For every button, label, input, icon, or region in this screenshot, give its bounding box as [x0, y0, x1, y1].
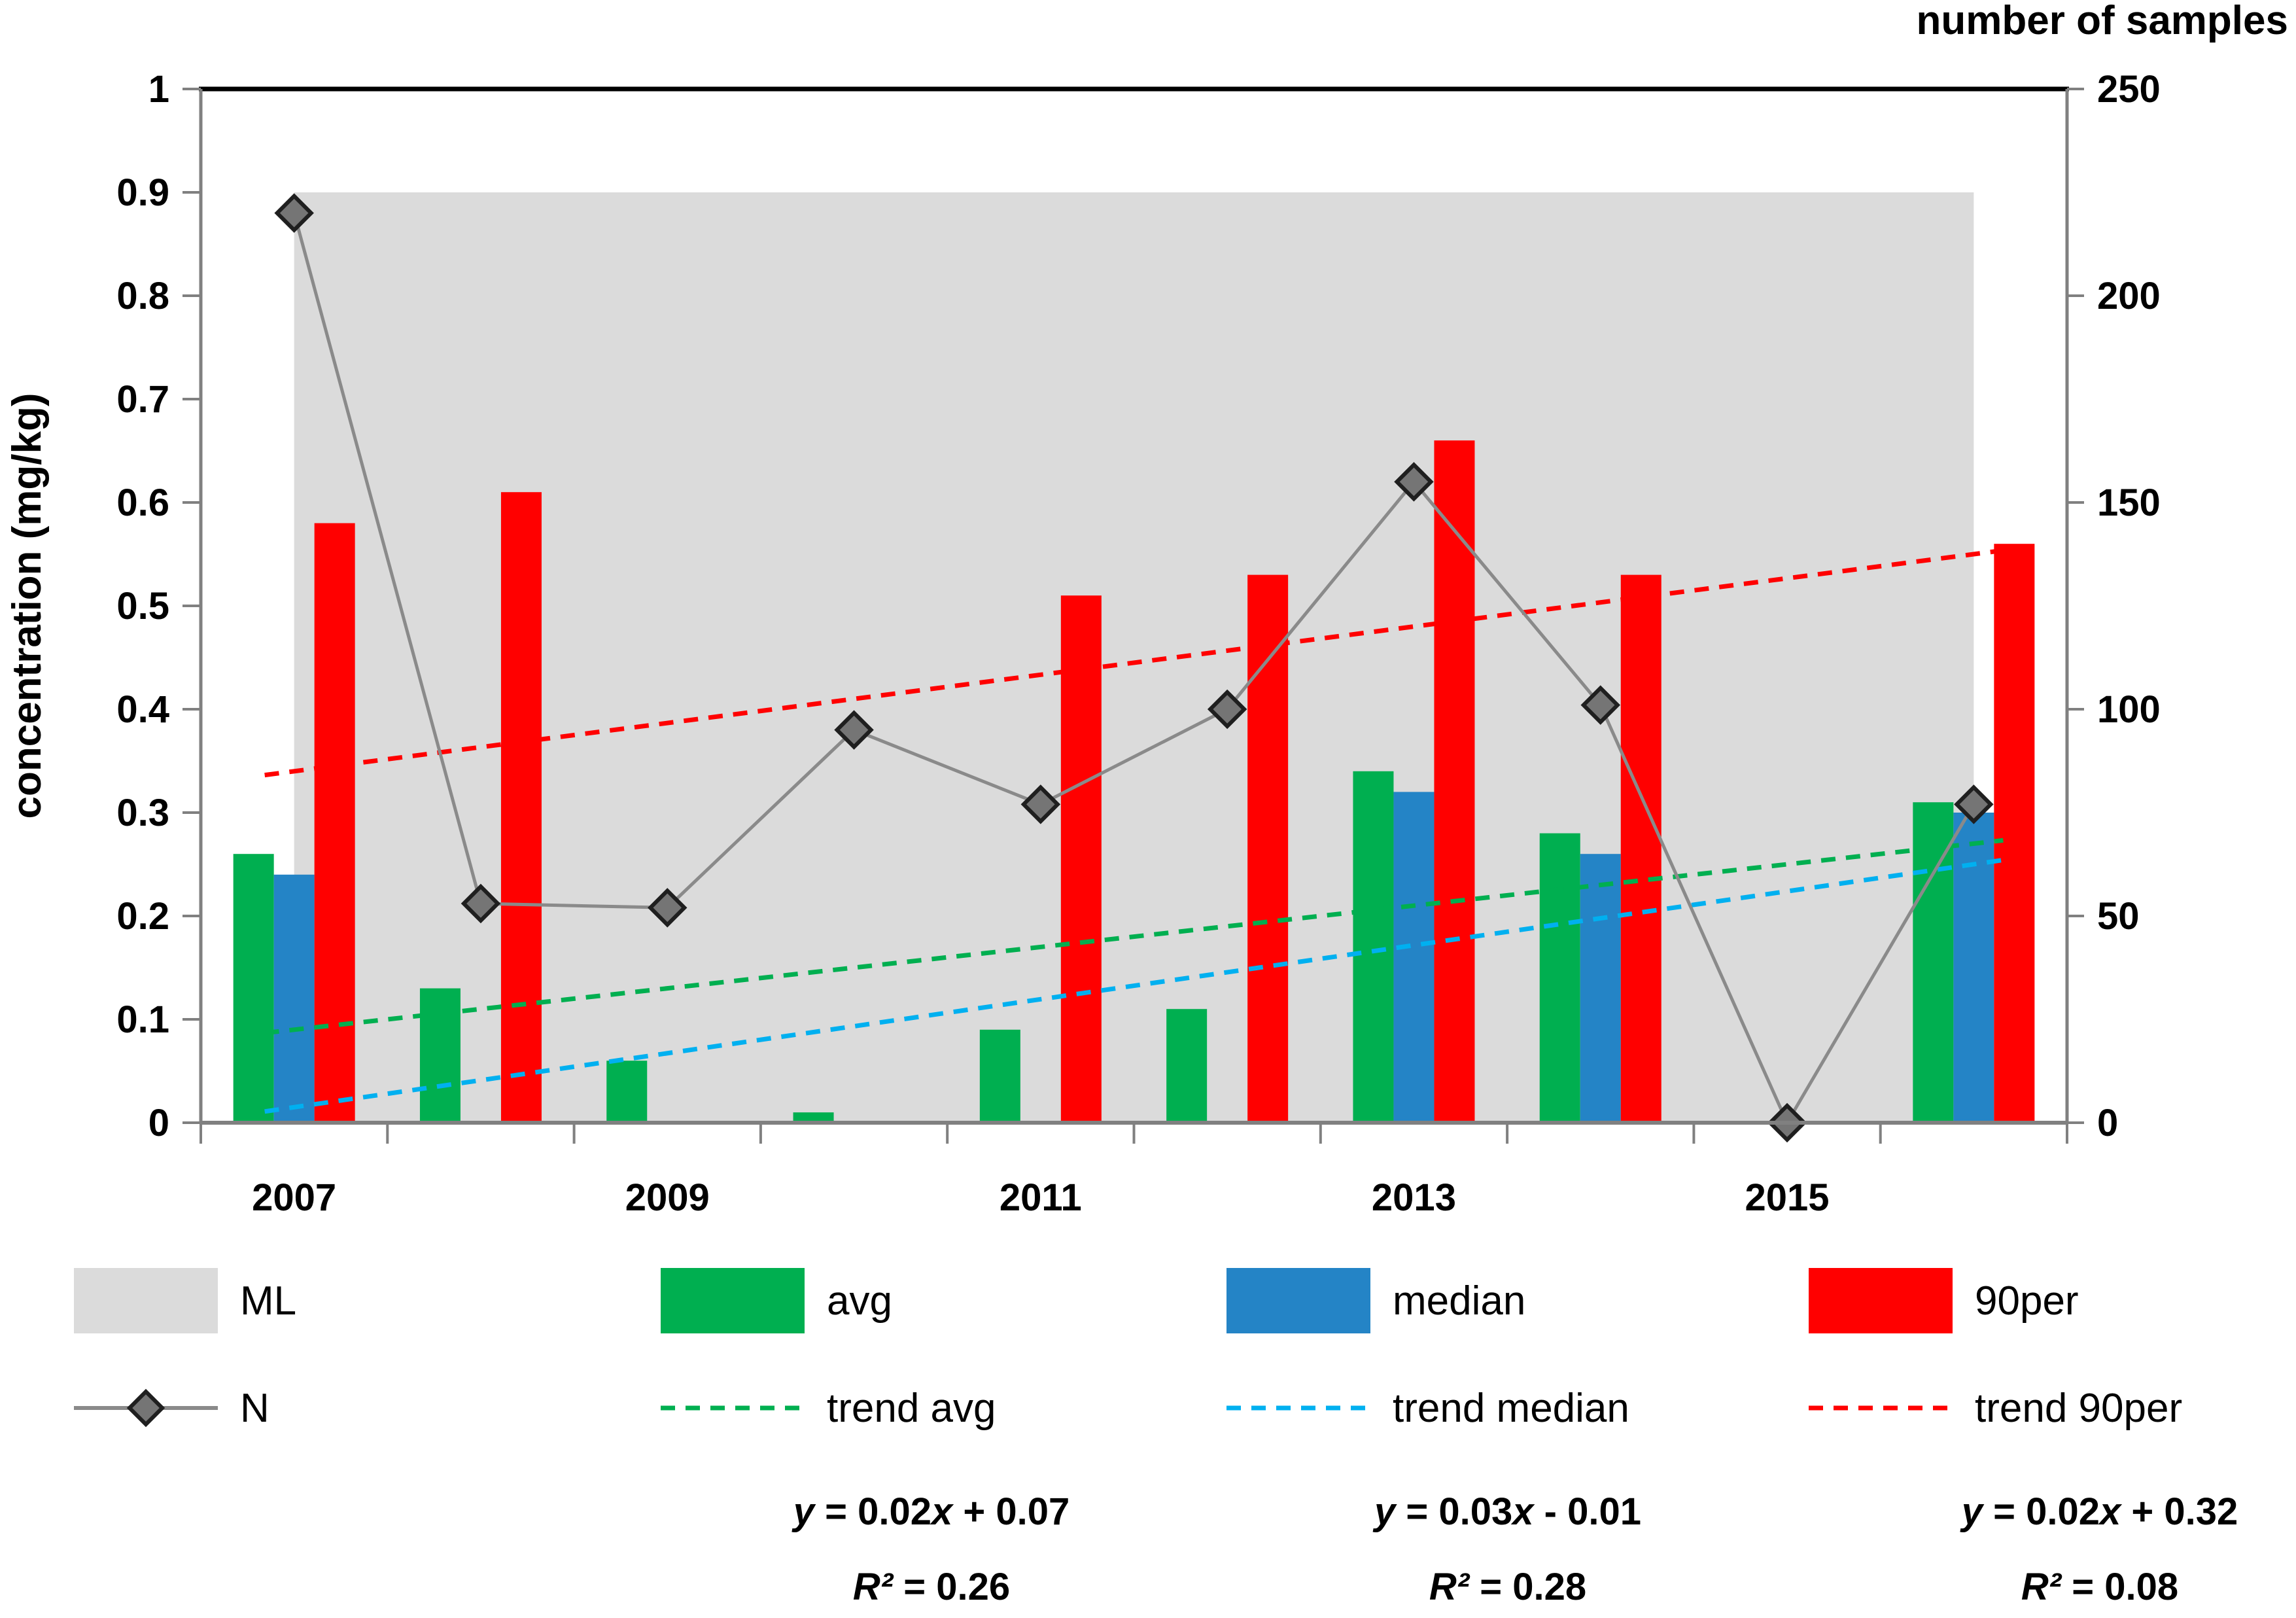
y-left-tick-label: 0.5: [116, 585, 169, 627]
x-tick-label: 2015: [1745, 1176, 1830, 1219]
trendline-trend-median: [264, 858, 2004, 1114]
bar-avg-2016: [1913, 802, 1954, 1123]
n-marker-2016: [1954, 784, 1994, 824]
trend-equation-2: y = 0.03x - 0.01: [1372, 1490, 1641, 1533]
y-left-tick-label: 0.8: [116, 275, 169, 317]
n-marker-2013: [1394, 462, 1434, 502]
bar-avg-2013: [1353, 771, 1394, 1123]
legend-label-trend-90per: trend 90per: [1975, 1386, 2182, 1431]
legend-swatch-avg: [661, 1268, 805, 1333]
y-left-tick-label: 0.3: [116, 792, 169, 834]
legend-swatch-90per: [1809, 1268, 1953, 1333]
y-left-tick-label: 0: [148, 1102, 169, 1144]
legend-swatch-median: [1226, 1268, 1370, 1333]
bar-avg-2011: [979, 1029, 1020, 1123]
legend-label-trend-avg: trend avg: [827, 1386, 996, 1431]
y-right-tick-label: 50: [2097, 895, 2140, 938]
legend-label-90per: 90per: [1975, 1278, 2079, 1324]
legend-label-N: N: [240, 1386, 270, 1431]
trend-equation-3: y = 0.02x + 0.32: [1960, 1490, 2238, 1533]
bar-90per-2011: [1060, 595, 1102, 1123]
y-left-tick-label: 0.1: [116, 998, 169, 1041]
x-tick-label: 2007: [252, 1176, 336, 1219]
trend-r2-2: R² = 0.28: [1429, 1566, 1586, 1608]
y-right-tick-label: 0: [2097, 1102, 2118, 1144]
legend-label-ML: ML: [240, 1278, 296, 1324]
legend-label-avg: avg: [827, 1278, 892, 1324]
trend-r2-3: R² = 0.08: [2021, 1566, 2178, 1608]
bar-90per-2013: [1434, 440, 1475, 1123]
y-right-tick-label: 150: [2097, 482, 2161, 524]
bar-median-2007: [273, 874, 315, 1123]
bar-90per-2016: [1994, 544, 2035, 1123]
ml-region: [294, 192, 1974, 1123]
y-left-tick-label: 0.6: [116, 482, 169, 524]
trend-r2-1: R² = 0.26: [853, 1566, 1010, 1608]
y-left-tick-label: 1: [148, 68, 169, 111]
n-marker-2011: [1020, 784, 1061, 824]
trendline-trend-avg: [264, 837, 2004, 1036]
bar-median-2016: [1953, 813, 1994, 1123]
bar-avg-2008: [419, 988, 461, 1123]
y-left-tick-label: 0.2: [116, 895, 169, 938]
bar-avg-2007: [233, 854, 274, 1123]
legend-label-trend-median: trend median: [1393, 1386, 1629, 1431]
n-marker-2008: [461, 883, 501, 924]
x-tick-label: 2011: [1000, 1176, 1082, 1219]
bar-avg-2014: [1539, 833, 1580, 1123]
bar-90per-2012: [1247, 574, 1289, 1123]
bar-avg-2010: [793, 1112, 834, 1123]
bar-median-2013: [1393, 792, 1435, 1123]
legend-swatch-N-diamond: [126, 1388, 165, 1428]
trendline-trend-90per: [264, 548, 2004, 778]
trend-equation-1: y = 0.02x + 0.07: [791, 1490, 1070, 1533]
y-right-axis-title: number of samples: [1917, 0, 2288, 43]
bar-90per-2014: [1620, 574, 1661, 1123]
n-line: [292, 212, 1975, 1127]
y-right-tick-label: 250: [2097, 68, 2161, 111]
x-tick-label: 2013: [1372, 1176, 1456, 1219]
bar-90per-2007: [314, 523, 355, 1123]
n-marker-2012: [1207, 689, 1247, 730]
y-left-tick-label: 0.9: [116, 171, 169, 214]
y-left-tick-label: 0.4: [116, 688, 169, 731]
x-tick-label: 2009: [625, 1176, 710, 1219]
bar-90per-2008: [500, 492, 542, 1123]
y-left-tick-label: 0.7: [116, 378, 169, 421]
n-marker-2009: [648, 888, 687, 928]
n-marker-2010: [834, 710, 874, 750]
y-left-axis-title: concentration (mg/kg): [5, 393, 50, 818]
n-marker-2014: [1580, 685, 1620, 725]
bar-median-2014: [1580, 854, 1621, 1123]
y-right-tick-label: 200: [2097, 275, 2161, 317]
bar-avg-2012: [1166, 1009, 1208, 1123]
bar-avg-2009: [606, 1061, 648, 1123]
legend-swatch-ML: [74, 1268, 218, 1333]
n-marker-2007: [274, 193, 314, 233]
y-right-tick-label: 100: [2097, 688, 2161, 731]
legend-label-median: median: [1393, 1278, 1525, 1324]
